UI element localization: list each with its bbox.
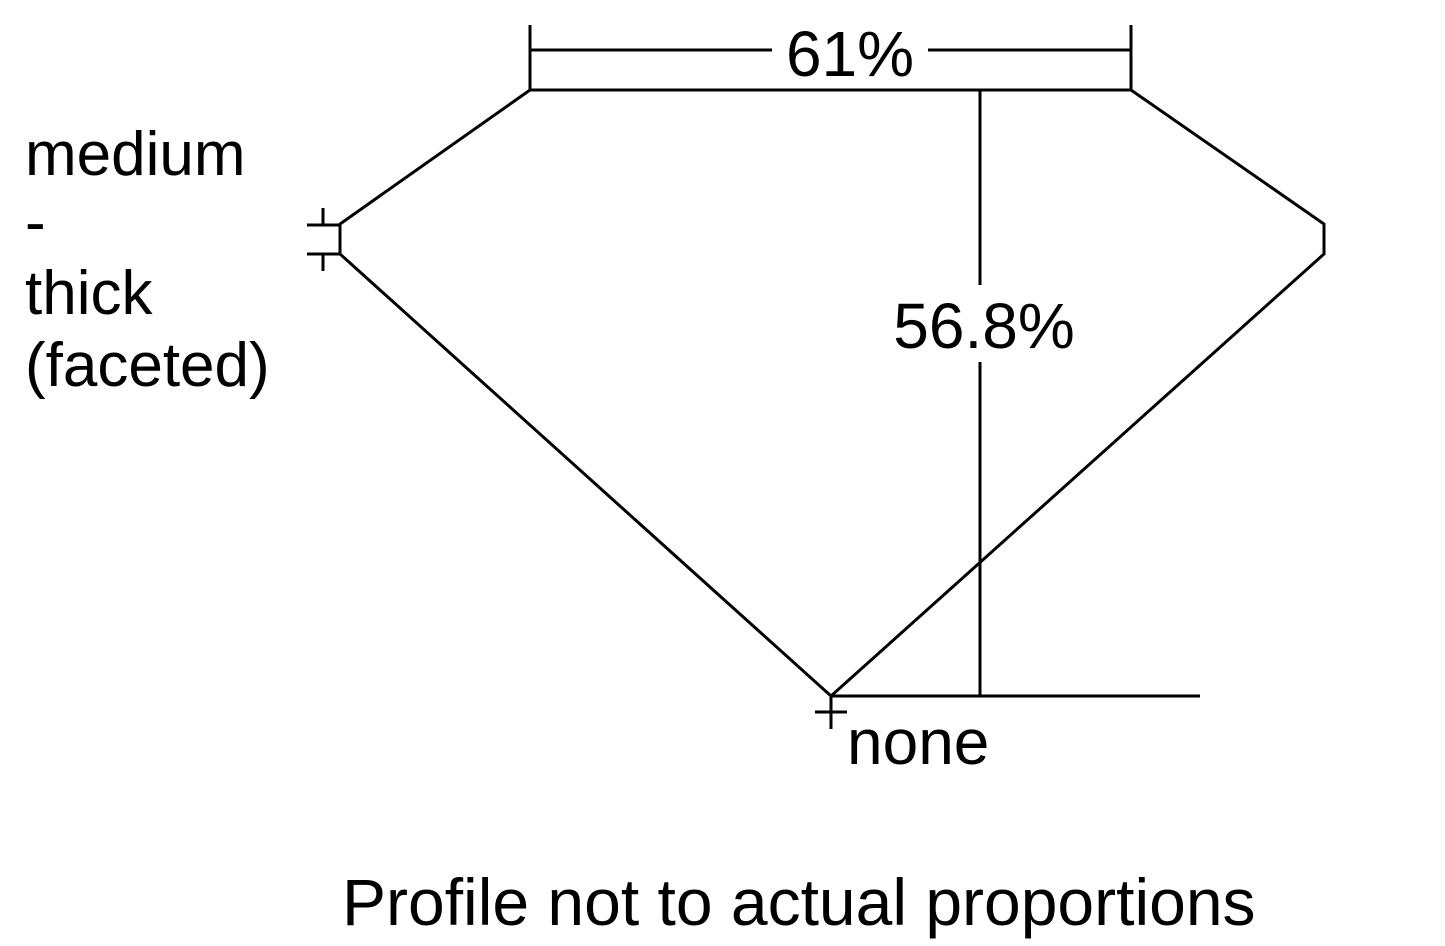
girdle-label-line-1: medium [25,120,246,189]
table-width-label: 61% [786,18,914,90]
proportions-note: Profile not to actual proportions [342,865,1256,939]
total-depth-label: 56.8% [893,290,1074,362]
girdle-label-line-4: (faceted) [25,331,270,400]
girdle-label-line-2: - [25,188,46,257]
diamond-outline [338,88,1326,699]
culet-label: none [847,706,989,778]
girdle-label-line-3: thick [25,259,153,328]
